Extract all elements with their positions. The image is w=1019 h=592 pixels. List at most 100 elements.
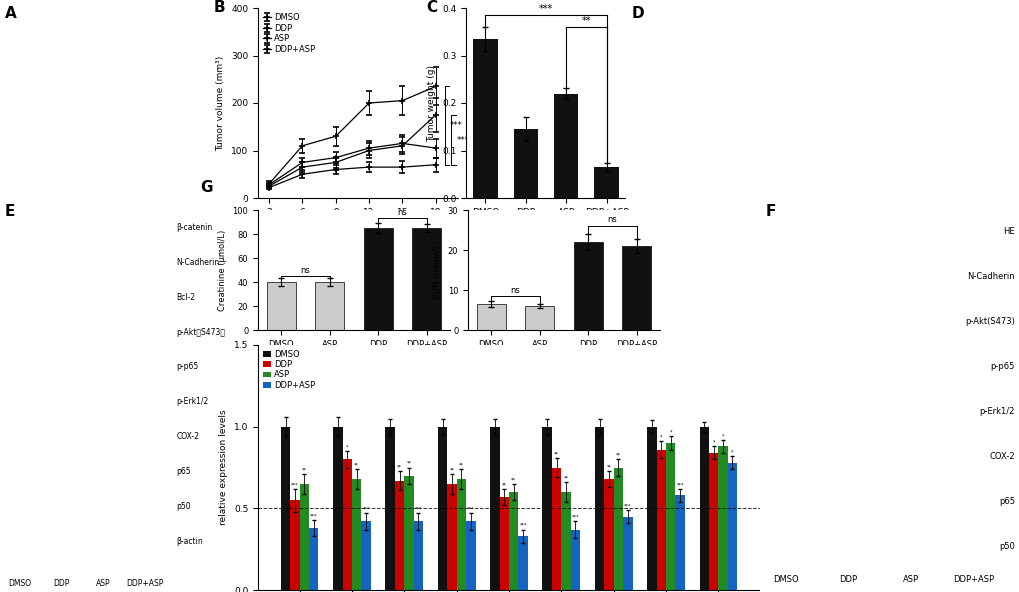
Text: ns: ns (511, 286, 520, 295)
Text: Bcl-2: Bcl-2 (176, 292, 196, 302)
Text: *: * (721, 433, 723, 438)
Text: **: ** (606, 464, 610, 469)
Text: E: E (5, 204, 15, 219)
Y-axis label: Creatinine (μmol/L): Creatinine (μmol/L) (218, 229, 227, 311)
Text: COX-2: COX-2 (176, 432, 199, 441)
Text: DMSO: DMSO (772, 575, 798, 584)
Bar (437, 427, 446, 590)
Text: DDP+ASP: DDP+ASP (125, 579, 163, 588)
Bar (603, 479, 613, 590)
Text: ***: *** (519, 523, 527, 528)
Text: **: ** (501, 482, 506, 487)
Bar (514, 129, 537, 198)
Text: β-actin: β-actin (176, 537, 203, 546)
Bar (594, 427, 603, 590)
Bar (553, 94, 578, 198)
Text: **: ** (449, 468, 454, 472)
Text: A: A (5, 6, 16, 21)
Bar (266, 282, 296, 330)
Bar (623, 516, 632, 590)
Bar (542, 427, 551, 590)
Y-axis label: Tumor volume (mm³): Tumor volume (mm³) (216, 56, 225, 150)
Text: ns: ns (607, 215, 616, 224)
Bar (394, 481, 404, 590)
Text: ***: *** (310, 513, 317, 518)
Text: N-Cadherin: N-Cadherin (966, 272, 1014, 281)
Bar (300, 484, 309, 590)
Bar (646, 427, 656, 590)
Bar (490, 427, 499, 590)
Text: p50: p50 (998, 542, 1014, 551)
Bar (457, 479, 466, 590)
Bar (446, 484, 457, 590)
Bar (560, 492, 571, 590)
Text: *: * (668, 430, 672, 435)
Text: C: C (426, 1, 437, 15)
Bar (404, 475, 414, 590)
Bar (613, 468, 623, 590)
Text: ns: ns (397, 208, 407, 217)
Text: B: B (214, 1, 225, 15)
Text: **: ** (553, 451, 558, 456)
Bar (473, 39, 497, 198)
Bar (333, 427, 342, 590)
Text: p-Erk1/2: p-Erk1/2 (176, 397, 209, 406)
Text: *: * (659, 435, 662, 440)
Bar (573, 242, 602, 330)
Text: ***: *** (572, 515, 579, 520)
Bar (385, 427, 394, 590)
Text: p50: p50 (176, 502, 191, 511)
Text: ***: *** (362, 507, 370, 511)
Text: **: ** (396, 464, 401, 469)
Bar (525, 306, 553, 330)
Bar (571, 530, 580, 590)
Text: **: ** (562, 475, 568, 481)
Text: HE: HE (1003, 227, 1014, 236)
Bar (412, 228, 441, 330)
Text: ***: *** (290, 482, 299, 487)
Text: p65: p65 (998, 497, 1014, 506)
Text: ns: ns (301, 266, 310, 275)
Text: *: * (345, 445, 348, 449)
Bar (508, 492, 518, 590)
Bar (699, 427, 708, 590)
Bar (280, 427, 290, 590)
Text: ASP: ASP (902, 575, 918, 584)
Text: ***: *** (457, 136, 469, 144)
Text: p-Akt（S473）: p-Akt（S473） (176, 327, 225, 337)
Text: F: F (764, 204, 774, 219)
Bar (342, 459, 352, 590)
Text: **: ** (302, 468, 307, 472)
Text: *: * (711, 440, 714, 445)
Bar (551, 468, 560, 590)
Text: G: G (200, 180, 213, 195)
Bar (665, 443, 675, 590)
Bar (622, 246, 651, 330)
Text: ***: *** (467, 507, 474, 511)
Text: ***: *** (538, 4, 552, 14)
Text: **: ** (354, 462, 359, 468)
Text: p65: p65 (176, 467, 191, 476)
Text: **: ** (581, 15, 591, 25)
Bar (717, 446, 727, 590)
Text: DDP: DDP (839, 575, 857, 584)
Bar (656, 449, 665, 590)
Bar (315, 282, 344, 330)
Bar (290, 500, 300, 590)
Text: D: D (631, 6, 643, 21)
Text: β-catenin: β-catenin (176, 223, 212, 232)
Bar (708, 453, 717, 590)
Bar (594, 167, 619, 198)
Text: ***: *** (624, 503, 631, 509)
Legend: DMSO, DDP, ASP, DDP+ASP: DMSO, DDP, ASP, DDP+ASP (262, 12, 316, 55)
Text: DDP: DDP (53, 579, 69, 588)
Legend: DMSO, DDP, ASP, DDP+ASP: DMSO, DDP, ASP, DDP+ASP (262, 349, 316, 391)
Text: p-Erk1/2: p-Erk1/2 (978, 407, 1014, 416)
Bar (675, 496, 684, 590)
Bar (518, 536, 527, 590)
Text: DDP+ASP: DDP+ASP (952, 575, 993, 584)
Bar (364, 228, 392, 330)
Text: *: * (731, 449, 733, 455)
Text: p-p65: p-p65 (989, 362, 1014, 371)
X-axis label: After the first injection of 5×10⁶ cells(d): After the first injection of 5×10⁶ cells… (274, 222, 441, 231)
